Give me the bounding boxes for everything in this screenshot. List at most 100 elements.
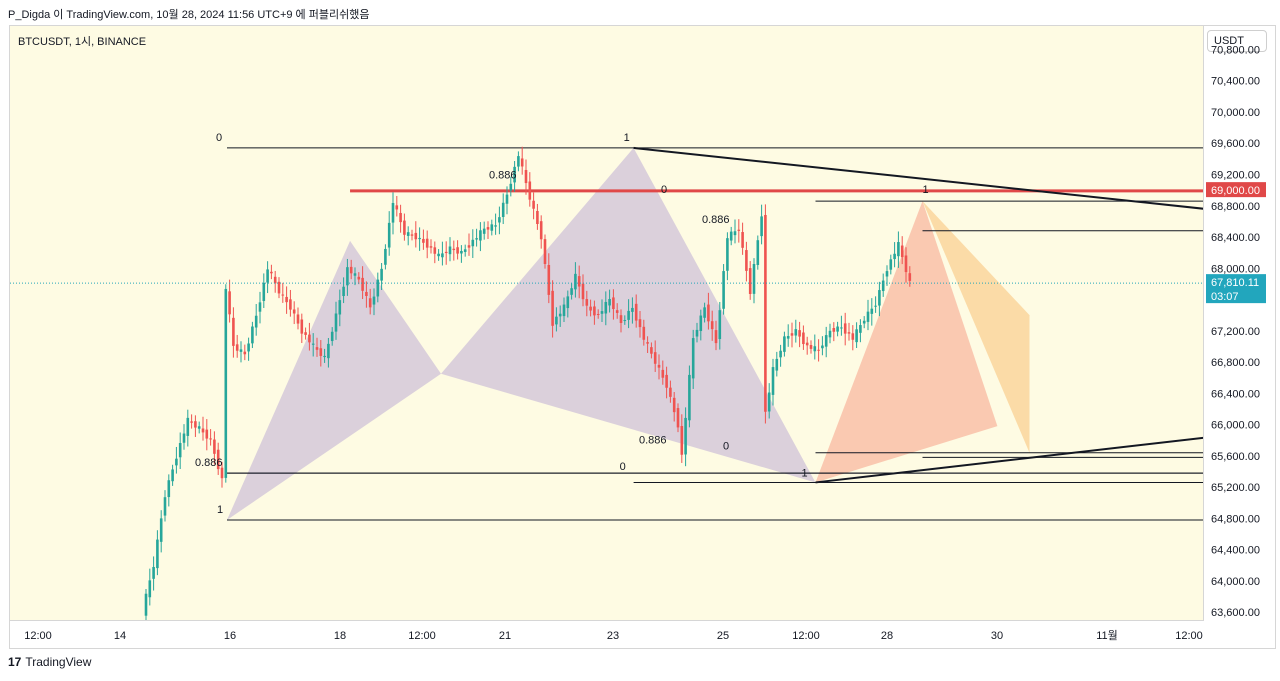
candle-body	[406, 232, 410, 236]
candle-body	[372, 296, 376, 305]
candle-body	[821, 345, 824, 349]
candle-body	[425, 238, 429, 248]
time-tick-label: 11월	[1096, 629, 1118, 642]
candle-body	[186, 417, 190, 436]
price-tick-label: 68,800.00	[1211, 201, 1260, 213]
candle-body	[517, 156, 520, 167]
candle-body	[258, 302, 262, 312]
candle-body	[790, 333, 794, 336]
candle-body	[292, 309, 296, 314]
time-tick-label: 28	[881, 630, 893, 642]
candle-body	[475, 238, 478, 240]
candle-body	[323, 355, 326, 358]
candle-body	[665, 374, 668, 388]
candle-body	[152, 566, 155, 579]
candle-body	[159, 518, 163, 542]
candle-body	[441, 253, 444, 258]
price-axis[interactable]	[1204, 25, 1276, 621]
candle-body	[836, 326, 839, 332]
time-tick-label: 12:00	[792, 630, 820, 642]
candle-body	[380, 268, 383, 281]
price-tick-label: 70,800.00	[1211, 44, 1260, 56]
candle-body	[555, 316, 558, 325]
candle-body	[368, 298, 372, 308]
candle-body	[764, 214, 767, 412]
candle-body	[657, 364, 661, 368]
current-price-label: 67,810.11	[1211, 277, 1259, 289]
candle-body	[623, 320, 627, 322]
candle-body	[783, 336, 786, 352]
candle-body	[661, 369, 665, 378]
candle-body	[558, 313, 562, 317]
candle-body	[353, 273, 357, 276]
price-tick-label: 65,600.00	[1211, 451, 1260, 463]
candle-body	[627, 310, 630, 320]
tradingview-brand: TradingView	[25, 655, 92, 669]
candle-body	[319, 348, 323, 356]
candle-body	[501, 202, 505, 217]
candle-body	[832, 328, 836, 332]
time-tick-label: 12:00	[1175, 630, 1203, 642]
candle-body	[745, 250, 748, 271]
candle-body	[304, 332, 307, 335]
candle-body	[604, 301, 608, 314]
candle-body	[786, 336, 790, 339]
candle-body	[448, 246, 452, 255]
candle-body	[311, 343, 315, 345]
highlight-price-badge	[1206, 182, 1266, 198]
candle-body	[688, 374, 691, 421]
time-tick-label: 16	[224, 630, 236, 642]
price-tick-label: 66,400.00	[1211, 388, 1260, 400]
candle-body	[285, 296, 288, 303]
price-tick-label: 70,400.00	[1211, 76, 1260, 88]
candle-body	[885, 271, 889, 277]
candle-body	[874, 305, 877, 307]
candle-body	[387, 222, 391, 248]
candle-body	[197, 426, 201, 429]
candle-body	[346, 267, 349, 286]
candle-body	[357, 276, 361, 280]
candle-body	[289, 299, 292, 310]
candle-body	[859, 325, 862, 333]
candle-body	[239, 349, 243, 352]
time-tick-label: 12:00	[408, 630, 436, 642]
time-axis[interactable]	[9, 621, 1276, 649]
candle-body	[828, 330, 832, 338]
fib-label: 1	[217, 504, 223, 516]
candle-body	[817, 349, 820, 351]
candle-body	[498, 217, 501, 223]
candle-body	[308, 334, 311, 343]
candle-body	[163, 497, 167, 516]
candle-body	[900, 245, 904, 258]
candle-body	[680, 426, 684, 455]
candle-body	[813, 346, 817, 352]
candle-body	[190, 421, 193, 423]
currency-button[interactable]: USDT	[1207, 30, 1267, 52]
candle-body	[220, 467, 224, 479]
candle-body	[608, 298, 611, 306]
fib-label: 0.886	[195, 457, 223, 469]
price-tick-label: 67,200.00	[1211, 326, 1260, 338]
candle-body	[228, 291, 231, 315]
candle-body	[243, 351, 247, 355]
candle-body	[444, 251, 448, 254]
candle-body	[216, 449, 220, 470]
candle-body	[410, 234, 414, 236]
candle-body	[752, 263, 756, 294]
candle-body	[156, 539, 159, 569]
price-tick-label: 66,000.00	[1211, 420, 1260, 432]
candle-body	[775, 358, 779, 371]
candle-body	[634, 303, 638, 321]
candle-body	[471, 239, 475, 247]
time-tick-label: 12:00	[24, 630, 52, 642]
candle-body	[631, 307, 634, 312]
candle-body	[593, 306, 596, 316]
candle-body	[391, 202, 395, 223]
candle-body	[490, 224, 494, 231]
candle-body	[581, 283, 585, 300]
candle-body	[577, 276, 581, 287]
candle-body	[642, 326, 646, 340]
candle-body	[596, 313, 600, 315]
fib-label: 0	[723, 440, 729, 452]
